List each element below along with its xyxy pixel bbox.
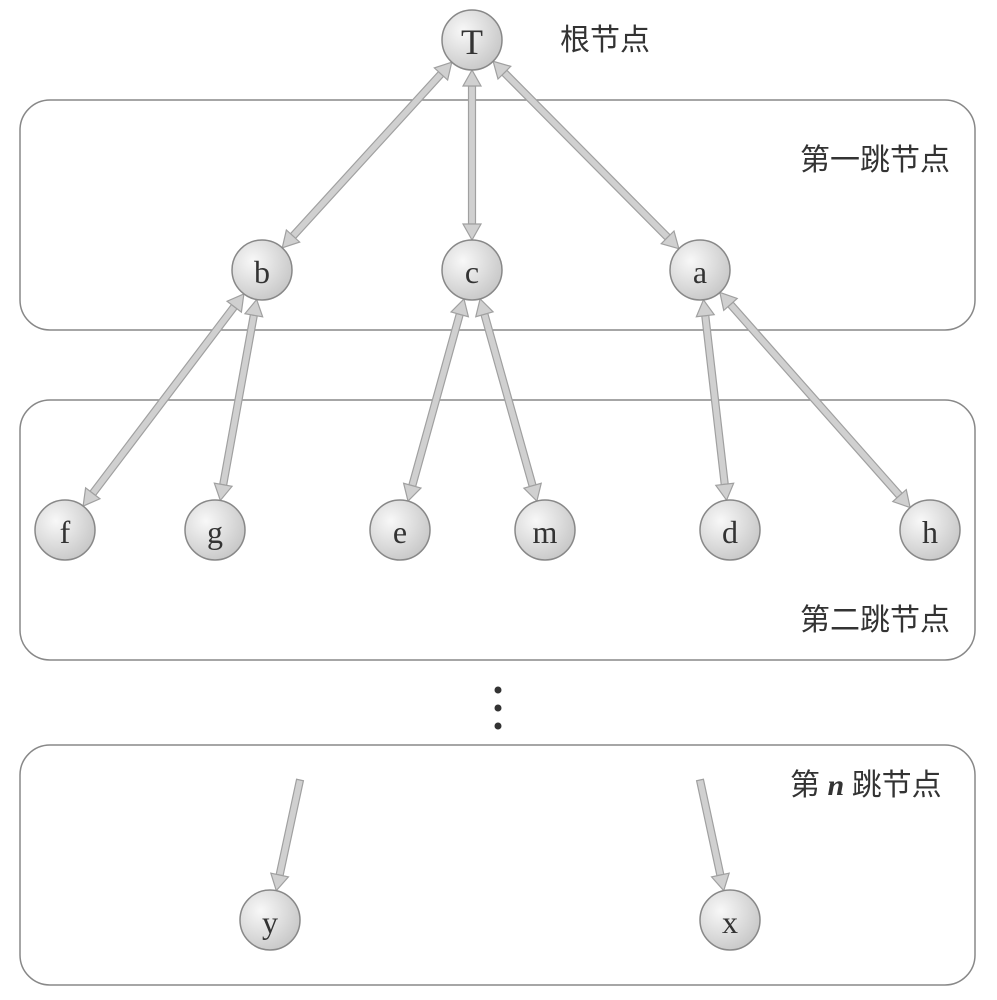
node-label-f: f <box>60 514 71 550</box>
ellipsis-dot <box>495 687 502 694</box>
edge-c-e-head-end <box>404 483 421 501</box>
edge-a-d-head-end <box>716 483 734 500</box>
edge-a-d-head-start <box>696 300 714 317</box>
node-label-c: c <box>465 254 479 290</box>
node-label-b: b <box>254 254 270 290</box>
edge-b-g-head-start <box>245 300 263 317</box>
node-label-g: g <box>207 514 223 550</box>
edge-dangling-y <box>276 779 303 875</box>
level-label-level2: 第二跳节点 <box>800 604 950 637</box>
edge-T-b <box>290 72 443 239</box>
edge-T-c <box>469 86 476 224</box>
node-label-a: a <box>693 254 707 290</box>
edge-b-g-head-end <box>214 483 232 500</box>
node-label-x: x <box>722 904 738 940</box>
level-label-level1: 第一跳节点 <box>800 144 950 177</box>
level-label-leveln: 第 n 跳节点 <box>790 769 942 802</box>
node-label-y: y <box>262 904 278 940</box>
ellipsis-dot <box>495 723 502 730</box>
edge-c-e-head-start <box>451 299 468 317</box>
edge-T-c-head-end <box>463 224 481 240</box>
edge-T-c-head-start <box>463 70 481 86</box>
edge-c-m-head-start <box>476 299 493 317</box>
node-label-d: d <box>722 514 738 550</box>
node-label-e: e <box>393 514 407 550</box>
tree-diagram: Tb c a f g e m d h y x 根节点第一跳节点第二跳节点第 n 跳节点 <box>0 0 997 1000</box>
level-box-level1 <box>20 100 975 330</box>
edge-c-m-head-end <box>524 483 541 501</box>
node-label-T: T <box>461 22 483 62</box>
root-label: 根节点 <box>560 24 650 57</box>
edge-dangling-x <box>697 779 724 875</box>
node-label-h: h <box>922 514 938 550</box>
diagram-container: Tb c a f g e m d h y x 根节点第一跳节点第二跳节点第 n 跳节点 <box>0 0 997 1000</box>
edge-dangling-y-head <box>271 873 289 891</box>
edge-dangling-x-head <box>712 873 730 891</box>
ellipsis-dot <box>495 705 502 712</box>
edge-T-a <box>502 70 670 240</box>
node-label-m: m <box>533 514 558 550</box>
